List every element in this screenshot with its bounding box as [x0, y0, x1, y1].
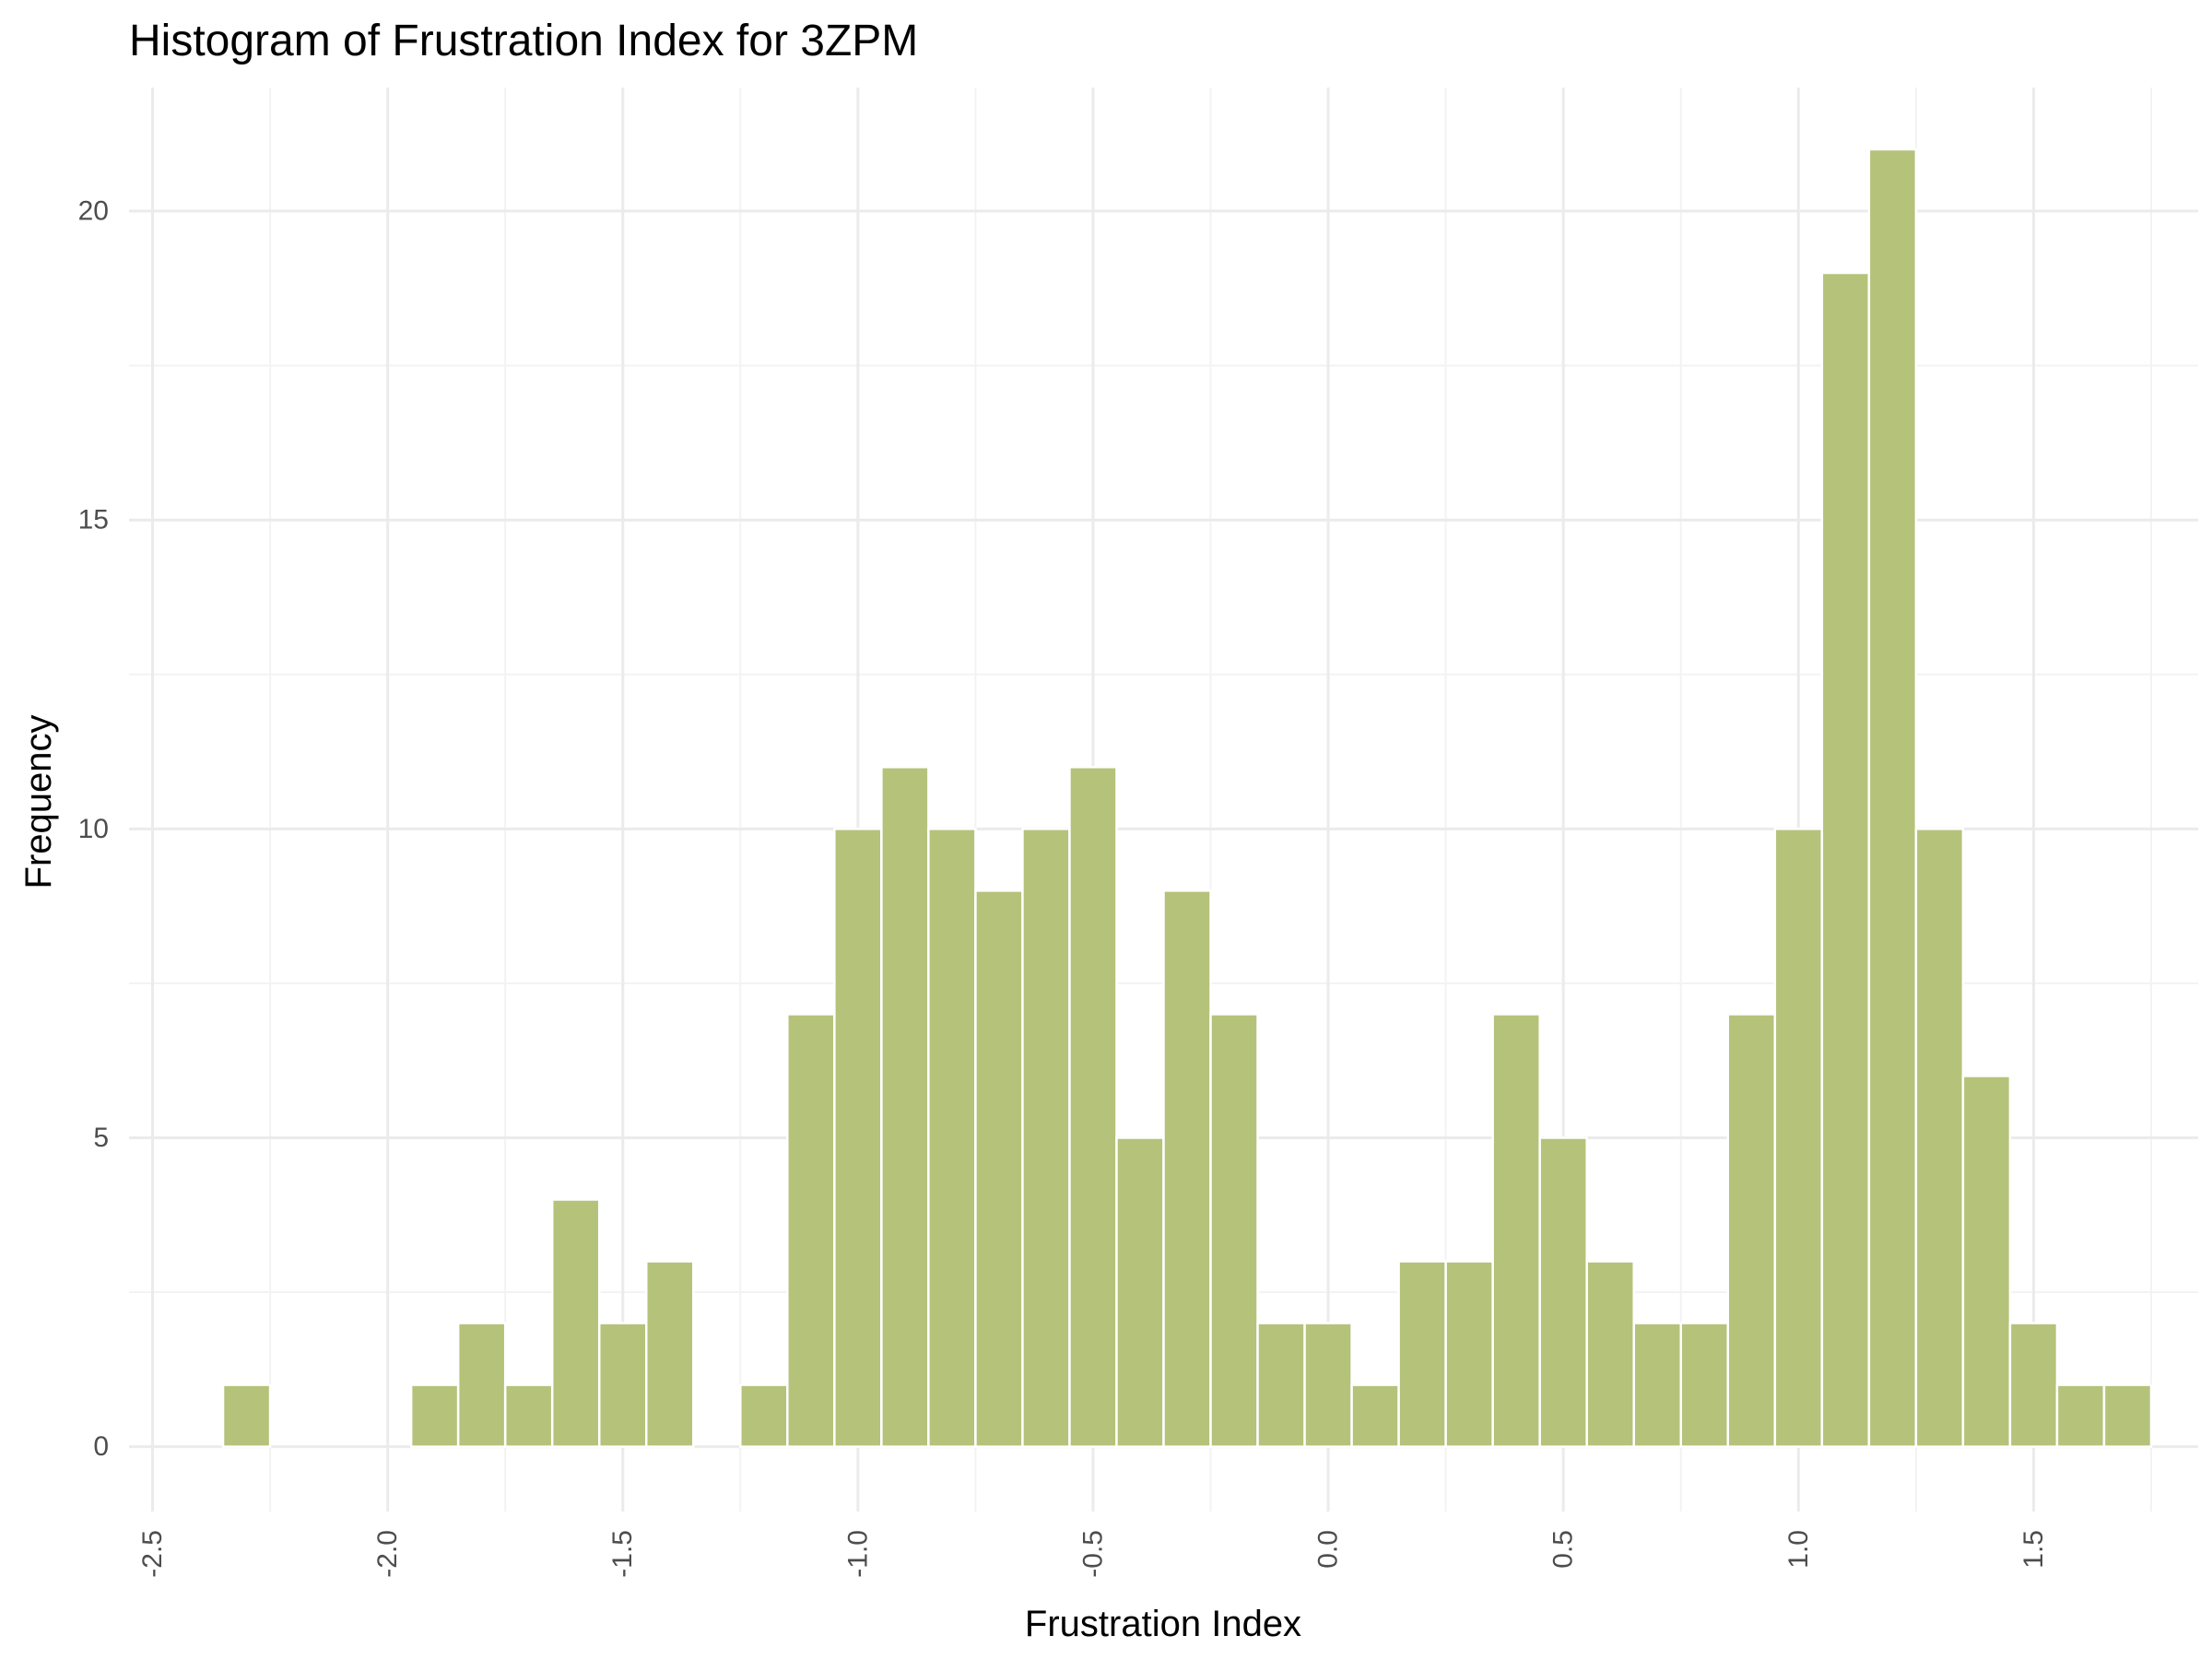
- histogram-bar: [1632, 1322, 1683, 1448]
- histogram-bar: [503, 1383, 554, 1448]
- histogram-bar: [2055, 1383, 2106, 1448]
- y-axis-title: Frequency: [18, 715, 59, 889]
- histogram-bar: [1726, 1013, 1777, 1448]
- chart-title: Histogram of Frustration Index for 3ZPM: [129, 17, 918, 65]
- x-tick-label: -1.5: [607, 1530, 638, 1578]
- histogram-bar: [833, 828, 883, 1448]
- histogram-bar: [1867, 147, 1918, 1448]
- histogram-bar: [409, 1383, 460, 1448]
- histogram-bar: [786, 1013, 836, 1448]
- histogram-bar: [1162, 889, 1212, 1448]
- histogram-bar: [1444, 1260, 1494, 1448]
- y-tick-label: 5: [93, 1123, 109, 1153]
- histogram-bar: [1491, 1013, 1541, 1448]
- histogram-bar: [1397, 1260, 1447, 1448]
- x-tick-label: -2.5: [137, 1530, 168, 1578]
- histogram-bar: [974, 889, 1024, 1448]
- histogram-bar: [1068, 766, 1118, 1448]
- histogram-bar: [1256, 1322, 1306, 1448]
- x-tick-label: -0.5: [1077, 1530, 1108, 1578]
- y-tick-label: 0: [93, 1431, 109, 1462]
- histogram-bar: [550, 1198, 601, 1448]
- histogram-bar: [1773, 828, 1824, 1448]
- histogram-bar: [1585, 1260, 1635, 1448]
- histogram-bar: [1115, 1136, 1165, 1448]
- histogram-bar: [1679, 1322, 1730, 1448]
- histogram-bar: [1350, 1383, 1400, 1448]
- histogram-bar: [1209, 1013, 1259, 1448]
- x-tick-label: -2.0: [372, 1530, 403, 1578]
- histogram-bar: [1303, 1322, 1353, 1448]
- histogram-bar: [880, 766, 930, 1448]
- histogram-bar: [1538, 1136, 1588, 1448]
- histogram-bar: [456, 1322, 507, 1448]
- x-axis-tick-labels: -2.5 -2.0 -1.5 -1.0 -0.5 0.0 0.5 1.0 1.5: [137, 1530, 2049, 1578]
- y-tick-label: 20: [78, 196, 109, 227]
- histogram-bars: [221, 147, 2153, 1448]
- y-axis-tick-labels: 0 5 10 15 20: [78, 196, 109, 1463]
- histogram-bar: [2008, 1322, 2059, 1448]
- histogram-bar: [1021, 828, 1071, 1448]
- x-tick-label: 0.0: [1313, 1530, 1344, 1569]
- histogram-bar: [645, 1260, 695, 1448]
- histogram-bar: [221, 1383, 272, 1448]
- histogram-bar: [1914, 828, 1965, 1448]
- x-tick-label: 1.5: [2018, 1530, 2049, 1569]
- histogram-bar: [597, 1322, 648, 1448]
- x-tick-label: -1.0: [842, 1530, 873, 1578]
- x-axis-title: Frustration Index: [1025, 1604, 1301, 1644]
- x-tick-label: 1.0: [1783, 1530, 1814, 1569]
- histogram-bar: [2102, 1383, 2153, 1448]
- y-tick-label: 15: [78, 505, 109, 535]
- histogram-bar: [1820, 271, 1871, 1448]
- y-tick-label: 10: [78, 814, 109, 844]
- histogram-bar: [1961, 1075, 2012, 1448]
- x-tick-label: 0.5: [1548, 1530, 1579, 1569]
- histogram-bar: [927, 828, 977, 1448]
- histogram-bar: [739, 1383, 789, 1448]
